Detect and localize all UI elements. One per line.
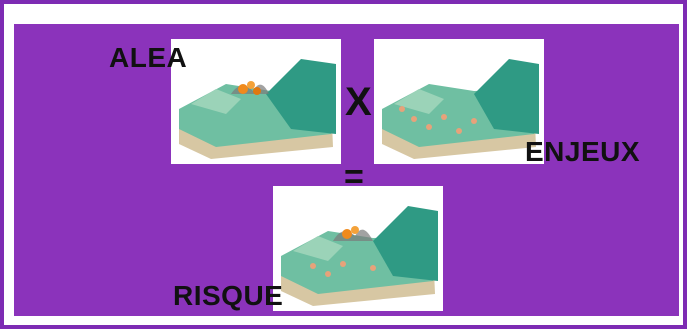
risque-label: RISQUE: [173, 280, 284, 311]
alea-landscape-image: [171, 39, 341, 164]
risque-landscape-image: [273, 186, 443, 311]
enjeux-label: ENJEUX: [525, 136, 641, 167]
multiply-operator: X: [345, 80, 372, 124]
enjeux-landscape-image: [374, 39, 544, 164]
equals-operator: =: [344, 158, 364, 196]
alea-label: ALEA: [109, 42, 188, 73]
